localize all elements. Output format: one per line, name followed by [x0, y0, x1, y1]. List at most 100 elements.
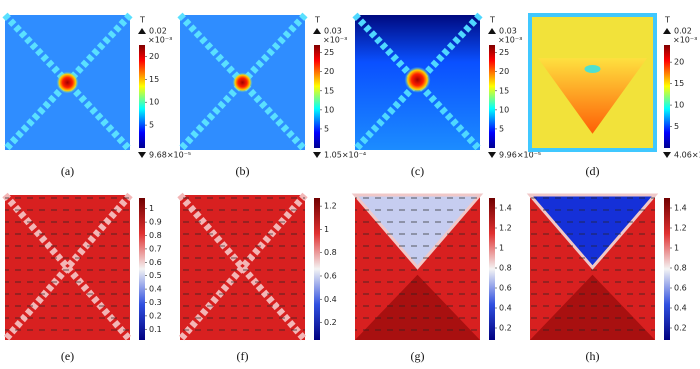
max-marker: [663, 28, 671, 34]
colorbar-tick-label: 10: [324, 105, 334, 114]
panel-label: (c): [411, 164, 424, 178]
colorbar-tick-label: 25: [499, 48, 509, 57]
min-marker: [313, 152, 321, 158]
panel-label: (a): [61, 164, 74, 178]
colorbar-exponent: ×10⁻³: [323, 36, 347, 45]
colorbar-min: 9.96×10⁻⁵: [499, 151, 541, 160]
max-marker: [138, 28, 146, 34]
colorbar-exponent: ×10⁻³: [673, 36, 697, 45]
panel-label: (b): [236, 164, 250, 178]
colorbar-tick-label: 1.2: [324, 202, 337, 211]
colorbar: [664, 198, 670, 340]
colorbar-max: 0.02: [674, 27, 692, 36]
panel: (h) 0.2 0.4 0.6 0.8 1 1.2 1.4: [526, 193, 687, 363]
colorbar-tick-label: 0.9: [149, 218, 162, 227]
colorbar-tick-label: 0.8: [149, 231, 162, 240]
colorbar-min: 9.68×10⁻⁵: [149, 151, 191, 160]
colorbar: [489, 45, 495, 148]
colorbar-tick-label: 10: [674, 101, 684, 110]
colorbar-tick-label: 0.4: [674, 304, 687, 313]
colorbar-tick-label: 0.1: [149, 325, 162, 334]
colorbar-tick-label: 1: [499, 244, 504, 253]
colorbar-tick-label: 5: [149, 121, 154, 130]
colorbar-tick-label: 15: [149, 75, 159, 84]
colorbar-tick-label: 10: [149, 98, 159, 107]
colorbar-title: T: [139, 16, 145, 25]
hot-spot: [404, 66, 431, 93]
colorbar-tick-label: 20: [499, 67, 509, 76]
colorbar-tick-label: 25: [324, 48, 334, 57]
hot-spot: [56, 71, 79, 94]
colorbar-tick-label: 1: [324, 225, 329, 234]
colorbar-title: T: [314, 16, 320, 25]
colorbar-min: 4.06×10⁻⁴: [674, 151, 700, 160]
colorbar-tick-label: 0.8: [674, 264, 687, 273]
warm-zone: [538, 58, 647, 134]
colorbar-tick-label: 1.2: [499, 224, 512, 233]
vector-field: [530, 195, 655, 340]
colorbar-exponent: ×10⁻³: [148, 36, 172, 45]
colorbar-max: 0.02: [149, 27, 167, 36]
colorbar-tick-label: 0.6: [324, 271, 337, 280]
colorbar-tick-label: 0.2: [149, 311, 162, 320]
hot-spot: [232, 72, 253, 93]
colorbar-title: T: [664, 16, 670, 25]
colorbar-tick-label: 0.6: [499, 284, 512, 293]
colorbar-tick-label: 1.2: [674, 224, 687, 233]
colorbar-max: 0.03: [324, 27, 342, 36]
panel: (c) 5 10 15 20 25 T 0.03×10⁻³ 9.96×10⁻⁵: [352, 12, 541, 178]
colorbar-tick-label: 1: [674, 244, 679, 253]
colorbar-tick-label: 1: [149, 204, 154, 213]
panel: (f) 0.2 0.4 0.6 0.8 1 1.2: [177, 192, 337, 363]
colorbar-tick-label: 20: [674, 58, 684, 67]
colorbar-tick-label: 0.7: [149, 244, 162, 253]
panel: (a) 5 10 15 20 T 0.02×10⁻³ 9.68×10⁻⁵: [2, 12, 191, 178]
colorbar-tick-label: 20: [149, 52, 159, 61]
colorbar-tick-label: 5: [674, 122, 679, 131]
panel-label: (e): [61, 349, 74, 363]
colorbar: [489, 198, 495, 340]
panel-label: (f): [237, 349, 249, 363]
cool-spot: [584, 65, 601, 73]
min-marker: [138, 152, 146, 158]
colorbar-tick-label: 15: [674, 79, 684, 88]
panel: (g) 0.2 0.4 0.6 0.8 1 1.2 1.4: [351, 193, 512, 363]
colorbar-tick-label: 0.4: [149, 285, 162, 294]
colorbar-tick-label: 0.3: [149, 298, 162, 307]
colorbar-tick-label: 0.4: [499, 304, 512, 313]
colorbar: [664, 45, 670, 148]
colorbar: [314, 198, 320, 340]
colorbar-tick-label: 1.4: [674, 204, 687, 213]
colorbar-exponent: ×10⁻³: [498, 36, 522, 45]
panel-label: (d): [586, 164, 600, 178]
max-marker: [313, 28, 321, 34]
colorbar-title: T: [489, 16, 495, 25]
colorbar-tick-label: 5: [324, 124, 329, 133]
colorbar-tick-label: 0.2: [674, 324, 687, 333]
min-marker: [663, 152, 671, 158]
colorbar: [314, 45, 320, 148]
colorbar-tick-label: 10: [499, 105, 509, 114]
panel: (d) 5 10 15 20 T 0.02×10⁻³ 4.06×10⁻⁴: [528, 13, 700, 178]
colorbar-tick-label: 0.6: [149, 258, 162, 267]
min-marker: [488, 152, 496, 158]
max-marker: [488, 28, 496, 34]
colorbar-min: 1.05×10⁻⁴: [324, 151, 366, 160]
vector-field: [355, 195, 480, 340]
colorbar-max: 0.03: [499, 27, 517, 36]
colorbar: [139, 45, 145, 148]
vector-field: [5, 195, 130, 340]
colorbar-tick-label: 0.4: [324, 295, 337, 304]
colorbar-tick-label: 0.5: [149, 271, 162, 280]
vector-field: [180, 195, 305, 340]
colorbar-tick-label: 20: [324, 67, 334, 76]
colorbar-tick-label: 15: [499, 86, 509, 95]
colorbar-tick-label: 1.4: [499, 204, 512, 213]
panel-label: (g): [411, 349, 425, 363]
colorbar-tick-label: 0.6: [674, 284, 687, 293]
colorbar: [139, 198, 145, 340]
colorbar-tick-label: 0.8: [324, 248, 337, 257]
colorbar-tick-label: 0.2: [499, 324, 512, 333]
panel: (b) 5 10 15 20 25 T 0.03×10⁻³ 1.05×10⁻⁴: [177, 12, 366, 178]
panel: (e) 0.1 0.2 0.3 0.4 0.5 0.6 0.7 0.8 0.9 1: [2, 192, 162, 363]
